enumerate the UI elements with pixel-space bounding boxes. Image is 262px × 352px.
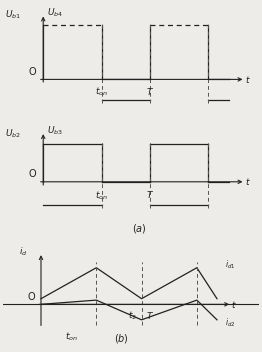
- Text: $i_{d1}$: $i_{d1}$: [225, 259, 236, 271]
- Text: $t_2$: $t_2$: [128, 310, 137, 322]
- Text: $t$: $t$: [231, 299, 237, 310]
- Text: $U_{b3}$: $U_{b3}$: [47, 125, 64, 137]
- Text: $(b)$: $(b)$: [114, 333, 129, 346]
- Text: $(a)$: $(a)$: [132, 221, 146, 234]
- Text: O: O: [29, 169, 36, 180]
- Text: $t_{on}$: $t_{on}$: [95, 189, 108, 202]
- Text: $T$: $T$: [146, 310, 154, 321]
- Text: $t$: $t$: [245, 176, 250, 187]
- Text: $T$: $T$: [146, 189, 154, 200]
- Text: $U_{b1}$: $U_{b1}$: [6, 9, 21, 21]
- Text: $t_{on}$: $t_{on}$: [65, 331, 78, 343]
- Text: $T$: $T$: [146, 86, 154, 97]
- Text: O: O: [29, 67, 36, 77]
- Text: $U_{b4}$: $U_{b4}$: [47, 6, 64, 19]
- Text: $t$: $t$: [245, 74, 250, 85]
- Text: $U_{b2}$: $U_{b2}$: [6, 127, 21, 140]
- Text: $t_{on}$: $t_{on}$: [95, 86, 108, 98]
- Text: O: O: [27, 291, 35, 302]
- Text: $i_d$: $i_d$: [19, 245, 27, 258]
- Text: $i_{d2}$: $i_{d2}$: [225, 316, 236, 329]
